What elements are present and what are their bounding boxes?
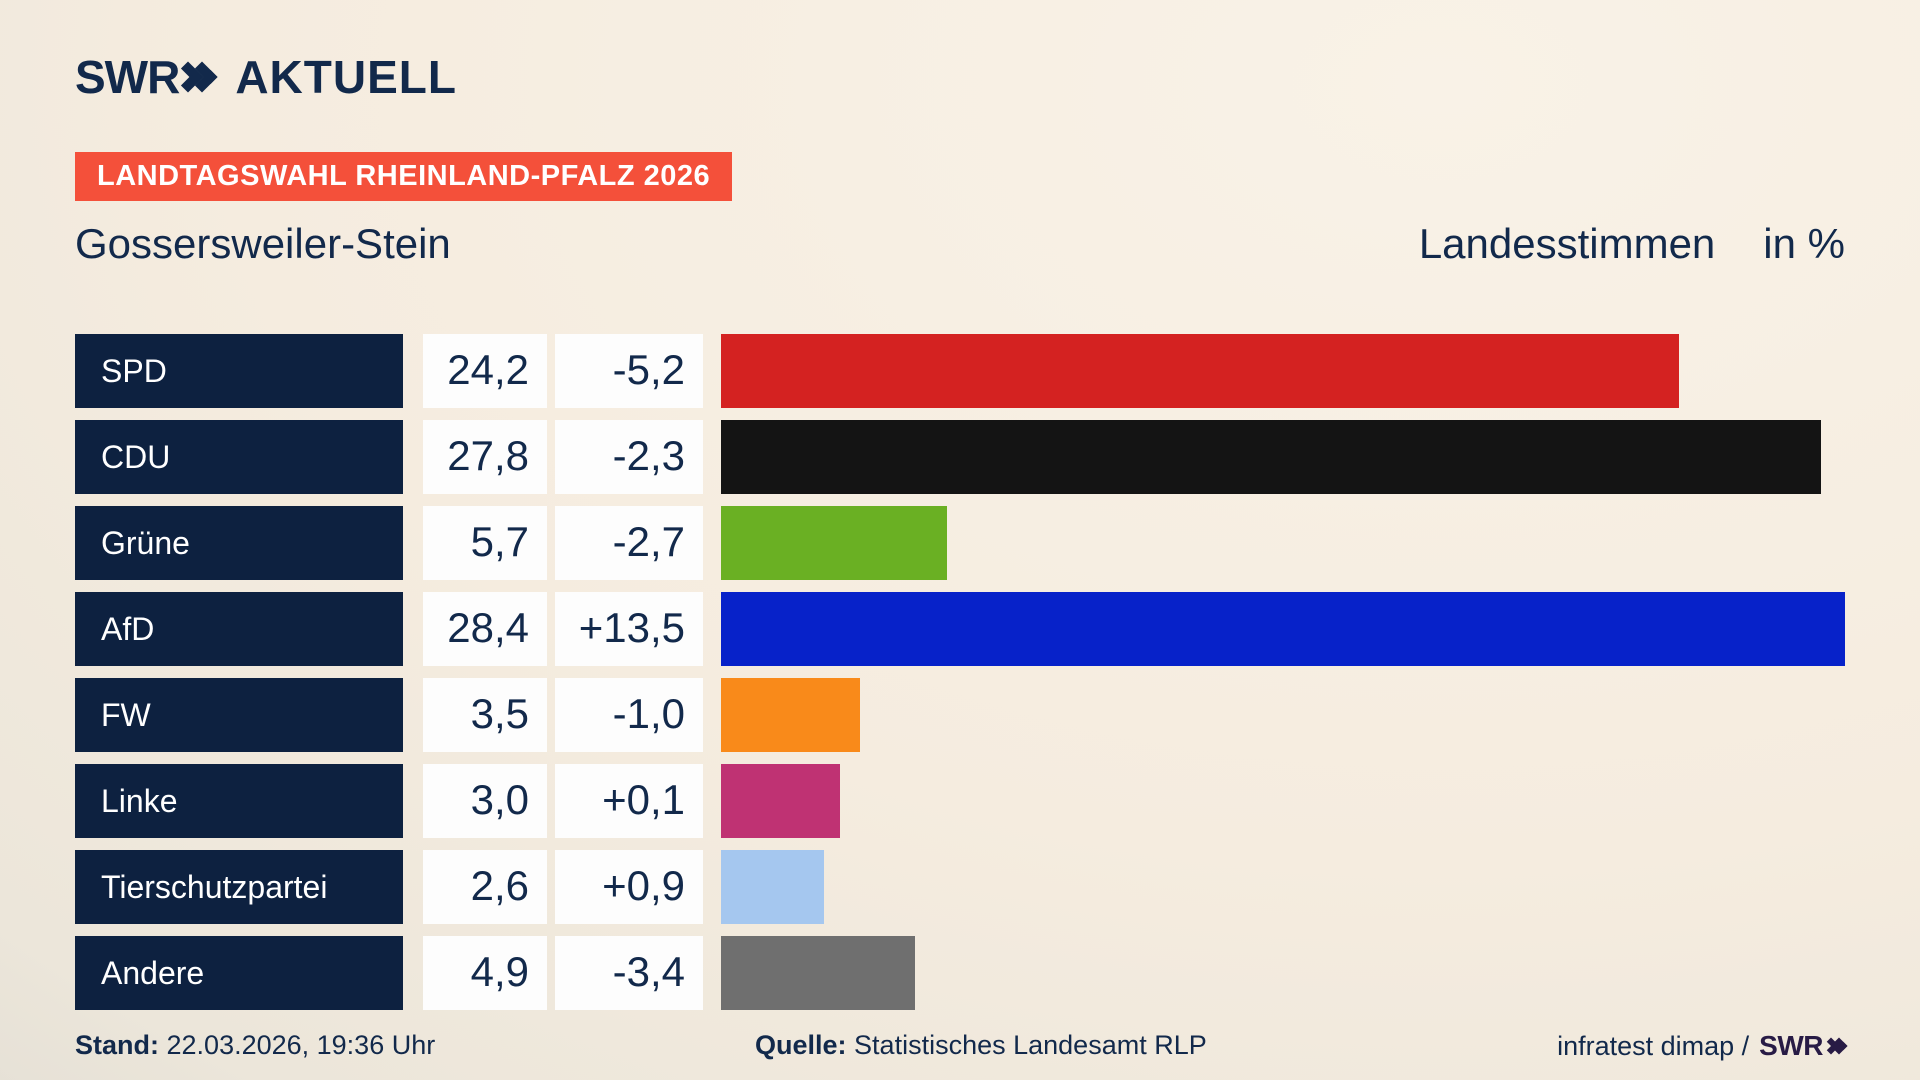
change-value: -2,3 xyxy=(555,420,703,494)
change-value: +0,1 xyxy=(555,764,703,838)
stand-timestamp: Stand: 22.03.2026, 19:36 Uhr xyxy=(75,1030,435,1061)
change-value: +0,9 xyxy=(555,850,703,924)
result-bar xyxy=(721,334,1679,408)
bar-track xyxy=(721,420,1845,494)
municipality-title: Gossersweiler-Stein xyxy=(75,220,451,267)
credit-text: infratest dimap / xyxy=(1557,1030,1750,1061)
bar-track xyxy=(721,764,1845,838)
credit-note: infratest dimap / SWR xyxy=(1557,1030,1848,1062)
vote-share-value: 5,7 xyxy=(423,506,547,580)
vote-share-value: 2,6 xyxy=(423,850,547,924)
party-label: Andere xyxy=(75,936,403,1010)
party-label: Grüne xyxy=(75,506,403,580)
source-value: Statistisches Landesamt RLP xyxy=(854,1030,1207,1060)
swr-chevrons-icon xyxy=(1822,1037,1848,1055)
stand-value: 22.03.2026, 19:36 Uhr xyxy=(166,1030,436,1060)
party-label: Tierschutzpartei xyxy=(75,850,403,924)
swr-chevrons-icon xyxy=(172,61,218,93)
bar-track xyxy=(721,678,1845,752)
vote-type-label: Landesstimmen xyxy=(1418,220,1716,267)
result-bar xyxy=(721,678,860,752)
party-label: CDU xyxy=(75,420,403,494)
results-bar-chart: SPD 24,2 -5,2 CDU 27,8 -2,3 Grüne 5,7 -2… xyxy=(75,334,1845,1022)
result-bar xyxy=(721,936,915,1010)
bar-track xyxy=(721,850,1845,924)
aktuell-logo-text: AKTUELL xyxy=(235,51,457,103)
change-value: -2,7 xyxy=(555,506,703,580)
change-value: +13,5 xyxy=(555,592,703,666)
bar-track xyxy=(721,592,1845,666)
result-bar xyxy=(721,420,1822,494)
bar-track xyxy=(721,506,1845,580)
change-value: -5,2 xyxy=(555,334,703,408)
party-row: Andere 4,9 -3,4 xyxy=(75,936,1845,1010)
result-bar xyxy=(721,850,824,924)
party-label: Linke xyxy=(75,764,403,838)
source-note: Quelle: Statistisches Landesamt RLP xyxy=(755,1030,1207,1061)
vote-share-value: 28,4 xyxy=(423,592,547,666)
unit-label: in % xyxy=(1763,220,1845,267)
swr-logo-text: SWR xyxy=(75,51,180,103)
change-value: -3,4 xyxy=(555,936,703,1010)
result-bar xyxy=(721,506,947,580)
vote-type-heading: Landesstimmen in % xyxy=(1419,220,1845,268)
swr-footer-logo-text: SWR xyxy=(1759,1030,1823,1061)
result-bar xyxy=(721,764,840,838)
change-value: -1,0 xyxy=(555,678,703,752)
party-label: AfD xyxy=(75,592,403,666)
vote-share-value: 3,5 xyxy=(423,678,547,752)
party-row: AfD 28,4 +13,5 xyxy=(75,592,1845,666)
stand-label: Stand: xyxy=(75,1030,159,1060)
party-row: FW 3,5 -1,0 xyxy=(75,678,1845,752)
party-row: SPD 24,2 -5,2 xyxy=(75,334,1845,408)
party-row: Tierschutzpartei 2,6 +0,9 xyxy=(75,850,1845,924)
bar-track xyxy=(721,334,1845,408)
vote-share-value: 27,8 xyxy=(423,420,547,494)
result-bar xyxy=(721,592,1845,666)
vote-share-value: 24,2 xyxy=(423,334,547,408)
party-row: CDU 27,8 -2,3 xyxy=(75,420,1845,494)
source-label: Quelle: xyxy=(755,1030,847,1060)
vote-share-value: 3,0 xyxy=(423,764,547,838)
election-badge: LANDTAGSWAHL RHEINLAND-PFALZ 2026 xyxy=(75,152,733,201)
party-row: Linke 3,0 +0,1 xyxy=(75,764,1845,838)
party-label: FW xyxy=(75,678,403,752)
party-row: Grüne 5,7 -2,7 xyxy=(75,506,1845,580)
swr-aktuell-logo: SWR AKTUELL xyxy=(75,50,457,104)
party-label: SPD xyxy=(75,334,403,408)
vote-share-value: 4,9 xyxy=(423,936,547,1010)
bar-track xyxy=(721,936,1845,1010)
